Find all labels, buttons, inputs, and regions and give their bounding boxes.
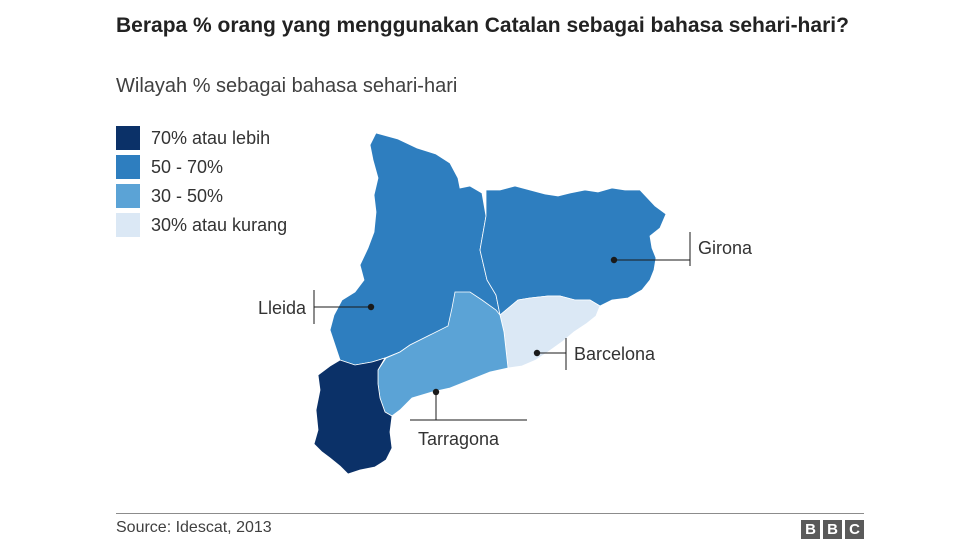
callout-barcelona: Barcelona [533, 338, 656, 370]
bbc-logo-letter: C [845, 520, 864, 539]
bbc-logo-letter: B [801, 520, 820, 539]
legend-label: 30% atau kurang [151, 215, 288, 235]
region-terres-de-lebre [313, 357, 393, 475]
callout-lleida: Lleida [258, 290, 375, 324]
region-tarragona [377, 291, 509, 417]
bbc-logo-letter: B [823, 520, 842, 539]
legend-label: 70% atau lebih [151, 128, 271, 148]
legend-swatch [116, 213, 140, 237]
legend-label: 50 - 70% [151, 157, 224, 177]
legend-label: 30 - 50% [151, 186, 224, 206]
bbc-logo: B B C [801, 520, 864, 539]
legend-swatch [116, 126, 140, 150]
chart-title: Berapa % orang yang menggunakan Catalan … [116, 14, 849, 37]
legend-swatch [116, 184, 140, 208]
label-lleida: Lleida [258, 298, 307, 318]
label-tarragona: Tarragona [418, 429, 500, 449]
footer-divider [116, 513, 864, 514]
label-barcelona: Barcelona [574, 344, 656, 364]
chart-subtitle: Wilayah % sebagai bahasa sehari-hari [116, 75, 458, 97]
source-note: Source: Idescat, 2013 [116, 519, 272, 536]
callout-girona: Girona [610, 232, 753, 266]
region-girona [479, 185, 667, 316]
label-girona: Girona [698, 238, 753, 258]
callout-tarragona: Tarragona [410, 388, 527, 449]
legend-swatch [116, 155, 140, 179]
